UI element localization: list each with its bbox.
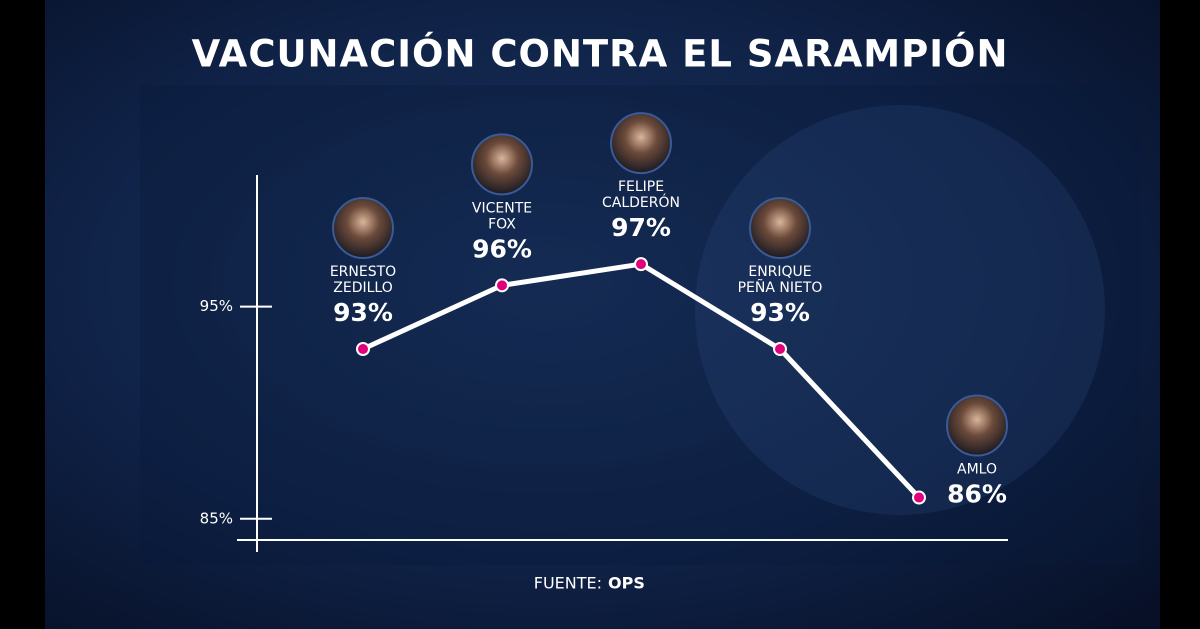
- portrait: [946, 394, 1008, 457]
- point: [773, 342, 787, 357]
- point: [912, 490, 926, 505]
- category-label: VICENTE: [472, 200, 532, 216]
- value-label: 93%: [333, 298, 393, 327]
- category-label: ENRIQUE: [748, 264, 811, 280]
- value-label: 96%: [472, 234, 532, 263]
- category-label: FOX: [488, 216, 516, 232]
- portrait: [749, 197, 811, 260]
- category-label: ERNESTO: [330, 264, 396, 280]
- point: [356, 342, 370, 357]
- y-tick-label: 95%: [200, 297, 233, 315]
- source-name: OPS: [608, 574, 645, 593]
- point: [495, 278, 509, 293]
- portrait: [471, 133, 533, 196]
- chart-title: VACUNACIÓN CONTRA EL SARAMPIÓN: [192, 32, 1009, 76]
- value-label: 86%: [947, 480, 1007, 509]
- portrait: [610, 112, 672, 175]
- category-label: AMLO: [957, 462, 997, 478]
- category-label: FELIPE: [618, 179, 664, 195]
- y-tick-label: 85%: [200, 509, 233, 527]
- background: [45, 0, 1160, 629]
- value-label: 97%: [611, 213, 671, 242]
- portrait: [332, 197, 394, 260]
- value-label: 93%: [750, 298, 810, 327]
- source-label: FUENTE:: [534, 574, 602, 593]
- category-label: CALDERÓN: [602, 193, 680, 211]
- category-label: ZEDILLO: [333, 280, 392, 296]
- category-label: PEÑA NIETO: [738, 279, 823, 296]
- point: [634, 257, 648, 272]
